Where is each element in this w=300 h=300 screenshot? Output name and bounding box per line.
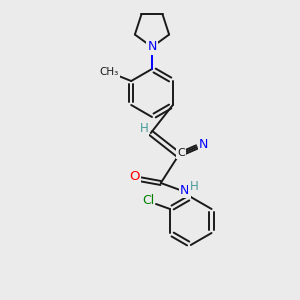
Text: N: N — [180, 184, 190, 196]
Text: Cl: Cl — [142, 194, 154, 206]
Text: C: C — [177, 148, 185, 158]
Text: N: N — [199, 139, 208, 152]
Text: O: O — [130, 170, 140, 184]
Text: N: N — [147, 40, 157, 53]
Text: H: H — [189, 181, 198, 194]
Text: H: H — [140, 122, 148, 136]
Text: CH₃: CH₃ — [100, 67, 119, 77]
